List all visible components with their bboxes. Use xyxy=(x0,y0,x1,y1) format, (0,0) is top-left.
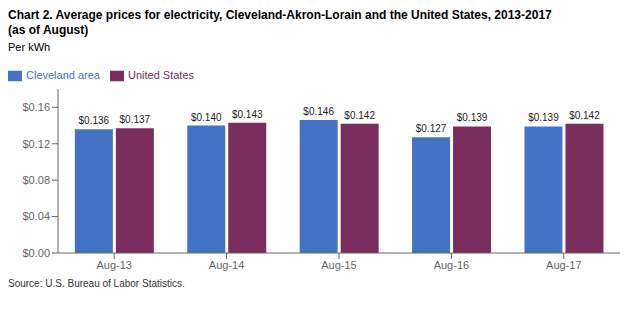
svg-text:$0.139: $0.139 xyxy=(528,112,559,123)
html-text:Chart 2. Average prices for el: Chart 2. Average prices for electricity,… xyxy=(8,8,552,22)
svg-text:$0.08: $0.08 xyxy=(22,174,50,186)
svg-text:$0.142: $0.142 xyxy=(344,110,375,121)
svg-text:$0.139: $0.139 xyxy=(457,112,488,123)
svg-text:$0.12: $0.12 xyxy=(22,138,50,150)
svg-text:$0.143: $0.143 xyxy=(232,109,263,120)
svg-text:$0.127: $0.127 xyxy=(416,123,447,134)
html-text:(as of August): (as of August) xyxy=(8,23,89,37)
svg-text:$0.140: $0.140 xyxy=(191,112,222,123)
svg-text:Aug-13: Aug-13 xyxy=(96,259,131,271)
svg-text:$0.146: $0.146 xyxy=(303,106,334,117)
svg-text:$0.16: $0.16 xyxy=(22,101,50,113)
svg-text:Aug-17: Aug-17 xyxy=(546,259,581,271)
svg-text:Aug-16: Aug-16 xyxy=(434,259,469,271)
svg-text:$0.137: $0.137 xyxy=(120,114,151,125)
svg-text:$0.00: $0.00 xyxy=(22,247,50,259)
html-text:United States: United States xyxy=(128,69,194,81)
html-text:Source: U.S. Bureau of Labor S: Source: U.S. Bureau of Labor Statistics. xyxy=(8,278,185,289)
svg-text:$0.04: $0.04 xyxy=(22,210,50,222)
html-text:Per kWh: Per kWh xyxy=(8,41,51,53)
svg-text:Aug-15: Aug-15 xyxy=(321,259,356,271)
svg-text:Aug-14: Aug-14 xyxy=(209,259,244,271)
html-text:Cleveland area: Cleveland area xyxy=(26,69,100,81)
svg-text:$0.136: $0.136 xyxy=(79,115,110,126)
svg-text:$0.142: $0.142 xyxy=(569,110,600,121)
